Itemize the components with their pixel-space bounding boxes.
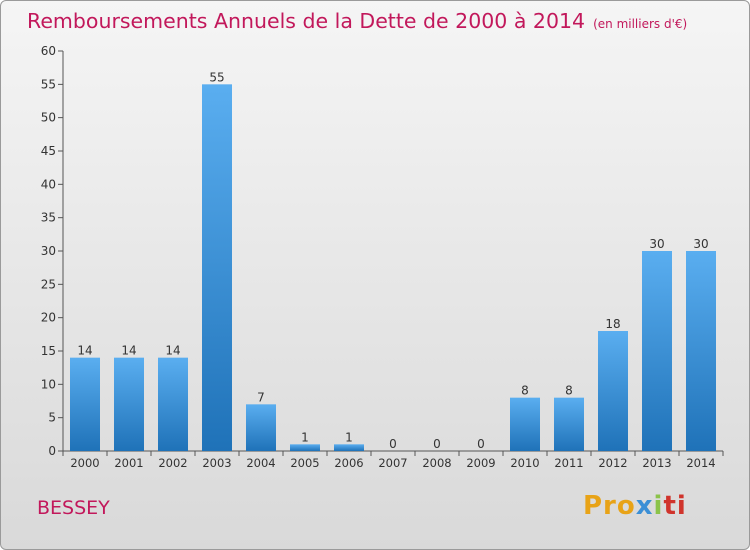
data-label-2009: 0 <box>477 437 485 451</box>
bar-2011 <box>554 397 584 451</box>
x-tick-label: 2013 <box>642 456 671 470</box>
x-tick-label: 2014 <box>686 456 715 470</box>
x-tick-label: 2007 <box>378 456 407 470</box>
bar-2005 <box>290 444 320 451</box>
chart-title: Remboursements Annuels de la Dette de 20… <box>27 9 687 33</box>
bar-2010 <box>510 397 540 451</box>
x-tick-label: 2006 <box>334 456 363 470</box>
bar-2006 <box>334 444 364 451</box>
data-label-2013: 30 <box>649 237 664 251</box>
y-tick-label: 50 <box>41 111 56 125</box>
proxiti-logo: Proxiti <box>583 491 687 521</box>
data-label-2011: 8 <box>565 384 573 398</box>
y-tick-label: 35 <box>41 211 56 225</box>
bar-2000 <box>70 357 100 451</box>
data-label-2004: 7 <box>257 390 265 404</box>
chart-title-text: Remboursements Annuels de la Dette de 20… <box>27 9 586 33</box>
data-label-2008: 0 <box>433 437 441 451</box>
data-label-2000: 14 <box>77 344 92 358</box>
y-tick-label: 15 <box>41 344 56 358</box>
data-label-2001: 14 <box>121 344 136 358</box>
logo-part-3: i <box>653 491 664 521</box>
logo-part-2: x <box>635 491 654 521</box>
y-tick-label: 55 <box>41 77 56 91</box>
bar-2003 <box>202 84 232 451</box>
x-tick-label: 2003 <box>202 456 231 470</box>
x-tick-label: 2001 <box>114 456 143 470</box>
y-tick-label: 45 <box>41 144 56 158</box>
y-tick-label: 5 <box>48 411 56 425</box>
bar-2004 <box>246 404 276 451</box>
x-tick-label: 2000 <box>70 456 99 470</box>
y-tick-label: 25 <box>41 277 56 291</box>
y-tick-label: 20 <box>41 311 56 325</box>
x-tick-label: 2002 <box>158 456 187 470</box>
y-tick-label: 30 <box>41 244 56 258</box>
x-tick-label: 2009 <box>466 456 495 470</box>
data-label-2006: 1 <box>345 430 353 444</box>
x-tick-label: 2012 <box>598 456 627 470</box>
y-tick-label: 0 <box>48 444 56 458</box>
logo-part-4: ti <box>663 491 687 521</box>
bar-2014 <box>686 251 716 451</box>
x-tick-label: 2008 <box>422 456 451 470</box>
data-label-2007: 0 <box>389 437 397 451</box>
bar-2001 <box>114 357 144 451</box>
place-name: BESSEY <box>37 497 110 519</box>
y-axis: 0 5 10 15 20 25 30 35 40 45 50 55 60 <box>41 44 64 458</box>
data-label-2002: 14 <box>165 344 180 358</box>
bars <box>70 84 716 451</box>
logo-part-1: Pro <box>583 491 636 521</box>
y-tick-label: 40 <box>41 177 56 191</box>
x-tick-label: 2005 <box>290 456 319 470</box>
x-axis: 2000 2001 2002 2003 2004 2005 2006 2007 2008 2009… <box>62 450 724 470</box>
data-label-2003: 55 <box>209 70 224 84</box>
x-tick-label: 2010 <box>510 456 539 470</box>
bar-2013 <box>642 251 672 451</box>
y-tick-label: 60 <box>41 44 56 58</box>
x-tick-label: 2011 <box>554 456 583 470</box>
data-label-2014: 30 <box>693 237 708 251</box>
bar-2012 <box>598 331 628 451</box>
data-labels: 14 14 14 55 7 1 1 0 0 0 8 8 18 30 30 <box>77 70 708 451</box>
y-tick-label: 10 <box>41 377 56 391</box>
data-label-2012: 18 <box>605 317 620 331</box>
x-tick-label: 2004 <box>246 456 275 470</box>
chart-unit: (en milliers d'€) <box>593 17 688 31</box>
data-label-2010: 8 <box>521 384 529 398</box>
data-label-2005: 1 <box>301 430 309 444</box>
bar-2002 <box>158 357 188 451</box>
